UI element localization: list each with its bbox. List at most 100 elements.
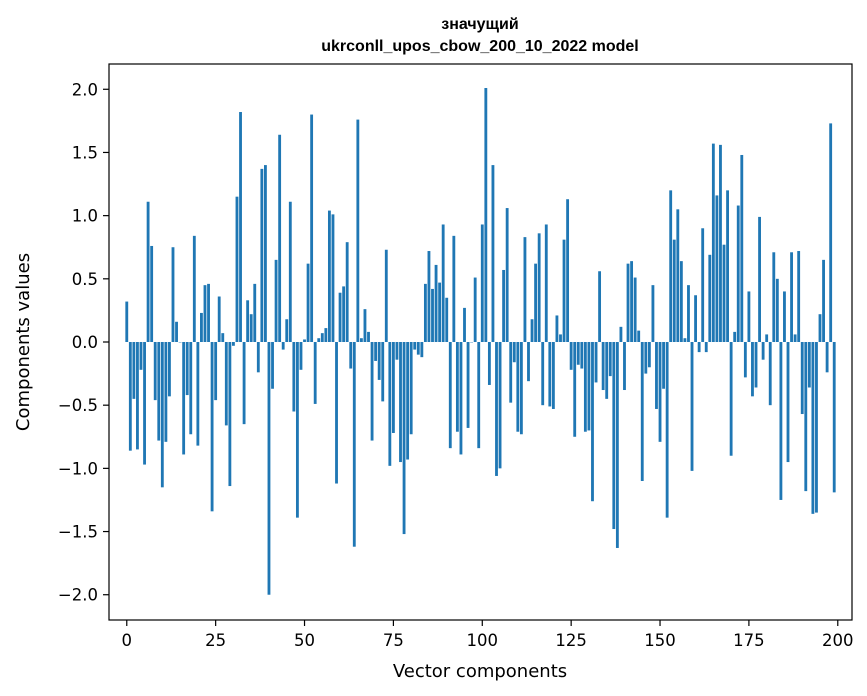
bar-87: [434, 264, 438, 342]
bar-10: [160, 342, 164, 488]
bar-101: [484, 88, 488, 342]
bar-33: [242, 342, 246, 425]
bar-44: [281, 342, 285, 350]
bar-139: [619, 326, 623, 342]
bar-118: [544, 224, 548, 342]
bar-96: [466, 342, 470, 428]
bar-126: [573, 342, 577, 437]
bar-26: [217, 296, 221, 342]
bar-185: [783, 291, 786, 342]
bar-183: [775, 278, 779, 342]
bar-152: [665, 342, 669, 518]
bar-143: [633, 277, 637, 342]
bar-140: [623, 342, 626, 391]
bar-34: [246, 300, 250, 342]
bar-20: [196, 342, 200, 446]
bar-132: [594, 342, 598, 383]
bar-93: [455, 342, 459, 432]
bar-198: [829, 123, 833, 342]
bar-102: [487, 342, 491, 385]
bar-163: [704, 342, 708, 353]
bar-83: [420, 342, 424, 358]
bar-52: [310, 114, 314, 342]
bar-131: [591, 342, 594, 502]
bar-165: [711, 143, 715, 342]
bar-187: [790, 252, 793, 342]
bar-186: [786, 342, 790, 463]
bar-114: [530, 319, 534, 342]
x-tick-label: 50: [294, 631, 315, 650]
bar-166: [715, 195, 719, 342]
bar-181: [768, 342, 772, 406]
bar-91: [448, 342, 452, 449]
bar-171: [733, 331, 737, 342]
x-tick-label: 100: [467, 631, 499, 650]
bar-190: [800, 342, 804, 415]
bar-109: [512, 342, 516, 363]
bar-156: [679, 261, 683, 342]
bar-46: [288, 201, 292, 342]
bar-112: [523, 237, 527, 342]
x-tick-label: 175: [733, 631, 765, 650]
y-tick-label: −1.5: [58, 523, 98, 542]
x-tick-label: 200: [822, 631, 854, 650]
bar-64: [352, 342, 356, 547]
bar-32: [239, 112, 242, 343]
bar-47: [292, 342, 296, 412]
bar-69: [370, 342, 374, 441]
bars-group: [125, 88, 836, 595]
bar-170: [729, 342, 733, 456]
bar-128: [580, 342, 584, 369]
bar-121: [555, 315, 559, 342]
bar-110: [516, 342, 520, 432]
bar-195: [818, 314, 822, 342]
bar-14: [175, 321, 178, 342]
bar-172: [736, 205, 740, 342]
bar-95: [463, 307, 466, 342]
bar-35: [249, 314, 253, 342]
bar-158: [687, 285, 690, 342]
bar-6: [146, 201, 150, 342]
bar-90: [445, 297, 449, 342]
bar-7: [150, 245, 154, 342]
bar-145: [640, 342, 644, 481]
bar-197: [825, 342, 829, 373]
bar-74: [388, 342, 392, 466]
bar-148: [651, 285, 655, 342]
bar-178: [758, 216, 761, 342]
bar-38: [260, 168, 264, 342]
bar-54: [317, 338, 321, 342]
bar-144: [637, 330, 641, 342]
bar-103: [491, 165, 495, 342]
bar-188: [793, 334, 797, 342]
bar-160: [694, 295, 697, 342]
bar-48: [295, 342, 299, 518]
bar-42: [274, 259, 278, 342]
bar-0: [125, 301, 129, 342]
bar-73: [384, 249, 388, 342]
bar-133: [598, 271, 602, 342]
bar-192: [807, 342, 811, 388]
bar-22: [203, 285, 207, 342]
bar-30: [232, 342, 235, 346]
x-tick-label: 75: [383, 631, 404, 650]
bar-184: [779, 342, 783, 500]
bar-98: [473, 277, 477, 342]
bar-149: [655, 342, 658, 409]
bar-63: [349, 342, 353, 369]
bar-113: [527, 342, 530, 382]
bar-92: [452, 235, 456, 342]
bar-157: [683, 338, 687, 342]
x-axis-ticks: 0 25 50 75 100 125 150 175 200: [122, 620, 854, 650]
bar-39: [264, 165, 267, 342]
bar-76: [395, 342, 399, 360]
bar-155: [676, 209, 680, 342]
bar-5: [143, 342, 146, 465]
bar-154: [672, 239, 676, 342]
bar-53: [313, 342, 317, 404]
bar-142: [630, 261, 634, 342]
x-axis-label: Vector components: [393, 661, 567, 682]
bar-100: [480, 224, 484, 342]
chart-title-line1: значущий: [441, 16, 518, 33]
